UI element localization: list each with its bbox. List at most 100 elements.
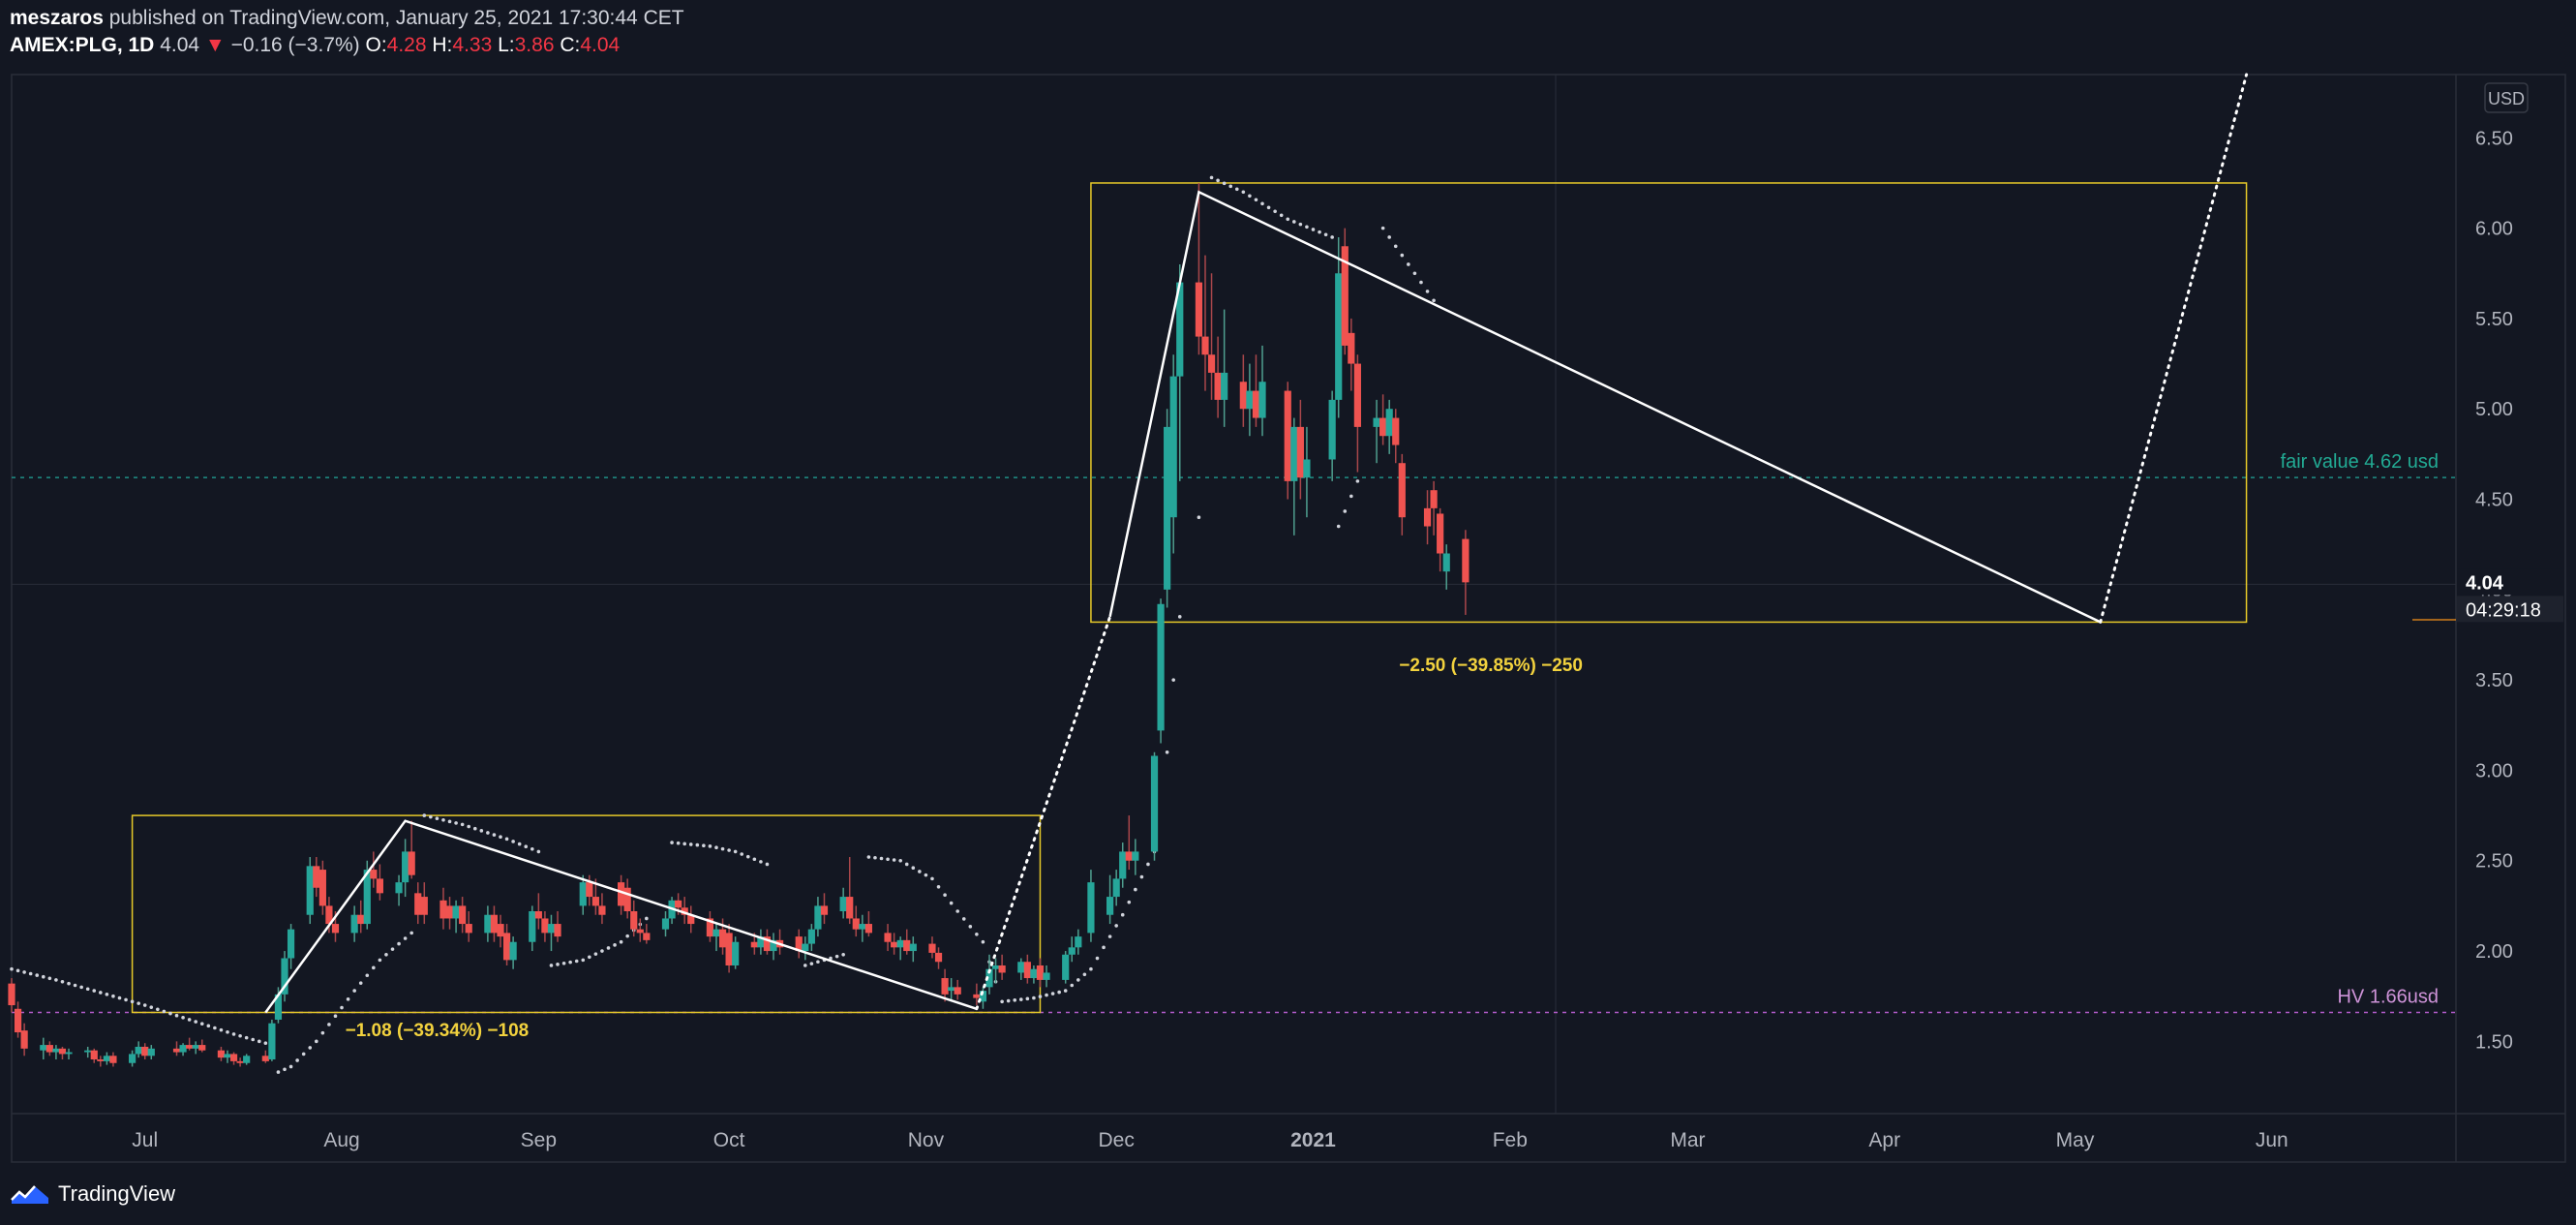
candle-down[interactable] [1392,417,1400,445]
candle-down[interactable] [534,910,542,919]
candle-up[interactable] [452,905,460,919]
candle-up[interactable] [1164,426,1171,590]
candle-down[interactable] [954,987,961,995]
candle-down[interactable] [408,851,415,875]
candle-down[interactable] [1398,463,1406,518]
candle-down[interactable] [998,965,1006,973]
candle-down[interactable] [502,933,511,961]
candle-down[interactable] [217,1050,226,1058]
candle-down[interactable] [1423,507,1432,527]
candle-down[interactable] [172,1048,181,1053]
candle-up[interactable] [839,897,847,911]
candle-up[interactable] [350,914,358,934]
candle-down[interactable] [725,933,733,965]
candle-up[interactable] [274,994,283,1020]
candle-down[interactable] [313,866,320,888]
candle-up[interactable] [770,939,777,952]
candle-down[interactable] [331,924,340,934]
candle-down[interactable] [687,914,695,925]
candle-down[interactable] [1023,962,1031,979]
candle-up[interactable] [135,1046,142,1055]
candle-down[interactable] [846,897,854,919]
candle-down[interactable] [414,893,422,915]
candle-up[interactable] [814,905,822,930]
candle-up[interactable] [1157,603,1165,731]
candle-down[interactable] [750,941,758,948]
brand-name[interactable]: TradingView [58,1181,176,1206]
candle-down[interactable] [1036,965,1045,980]
candle-up[interactable] [1150,755,1159,852]
candle-up[interactable] [268,1023,276,1060]
candle-up[interactable] [129,1054,136,1063]
candle-down[interactable] [90,1050,98,1060]
candle-up[interactable] [1106,897,1114,915]
candle-down[interactable] [1125,851,1133,861]
candle-up[interactable] [1221,372,1228,400]
candle-down[interactable] [445,905,454,919]
candle-down[interactable] [325,905,333,925]
candle-down[interactable] [186,1045,194,1049]
candle-down[interactable] [1353,363,1361,427]
candle-up[interactable] [363,870,371,925]
candle-down[interactable] [1201,336,1209,355]
candle-up[interactable] [1246,390,1254,410]
symbol-label[interactable]: AMEX:PLG, 1D [10,34,155,56]
candle-down[interactable] [14,1008,22,1033]
candle-up[interactable] [1385,409,1393,437]
candle-down[interactable] [636,929,644,934]
candle-up[interactable] [1112,878,1120,898]
candle-up[interactable] [1075,936,1082,948]
candle-down[interactable] [718,929,727,948]
candle-up[interactable] [65,1052,73,1055]
candle-up[interactable] [281,958,288,995]
candle-down[interactable] [318,870,326,906]
candle-down[interactable] [459,905,467,925]
candle-up[interactable] [192,1045,199,1049]
candle-down[interactable] [1462,538,1470,583]
candle-down[interactable] [1437,513,1444,554]
candle-down[interactable] [884,933,892,942]
candle-up[interactable] [859,924,866,930]
candle-up[interactable] [484,914,492,934]
candle-down[interactable] [623,887,631,911]
candle-up[interactable] [224,1054,231,1058]
candle-down[interactable] [198,1045,206,1051]
triangle-pattern-1[interactable] [264,819,978,1014]
tradingview-logo-icon[interactable] [10,1182,50,1206]
candle-up[interactable] [807,929,815,944]
candle-down[interactable] [643,933,651,940]
candle-down[interactable] [1252,390,1260,418]
candle-down[interactable] [109,1056,117,1063]
candle-up[interactable] [896,939,904,948]
candle-down[interactable] [8,983,15,1006]
candle-up[interactable] [243,1056,251,1063]
candle-up[interactable] [1335,273,1343,400]
candle-down[interactable] [591,897,599,906]
candle-down[interactable] [1207,354,1216,373]
candle-up[interactable] [1062,954,1070,980]
candle-up[interactable] [712,929,720,937]
candle-down[interactable] [934,952,943,963]
candle-up[interactable] [306,866,314,915]
currency-badge[interactable] [2484,82,2529,113]
candle-down[interactable] [490,914,499,934]
candle-down[interactable] [891,941,898,948]
candle-down[interactable] [1195,282,1203,337]
range-box-2[interactable] [1090,182,2248,624]
candle-up[interactable] [287,929,295,959]
candle-up[interactable] [1068,947,1076,955]
projection-line-2[interactable] [2099,73,2249,624]
candle-down[interactable] [1341,246,1349,346]
candle-up[interactable] [1043,972,1050,980]
candle-up[interactable] [1132,851,1139,861]
candle-up[interactable] [732,941,740,965]
candle-down[interactable] [618,882,625,906]
candle-up[interactable] [1030,968,1038,979]
candle-up[interactable] [979,991,987,1002]
candle-down[interactable] [1214,372,1222,400]
candle-down[interactable] [58,1048,67,1055]
candle-up[interactable] [1373,417,1380,427]
candle-down[interactable] [20,1030,28,1049]
candle-down[interactable] [630,910,638,930]
candle-up[interactable] [1169,376,1177,518]
